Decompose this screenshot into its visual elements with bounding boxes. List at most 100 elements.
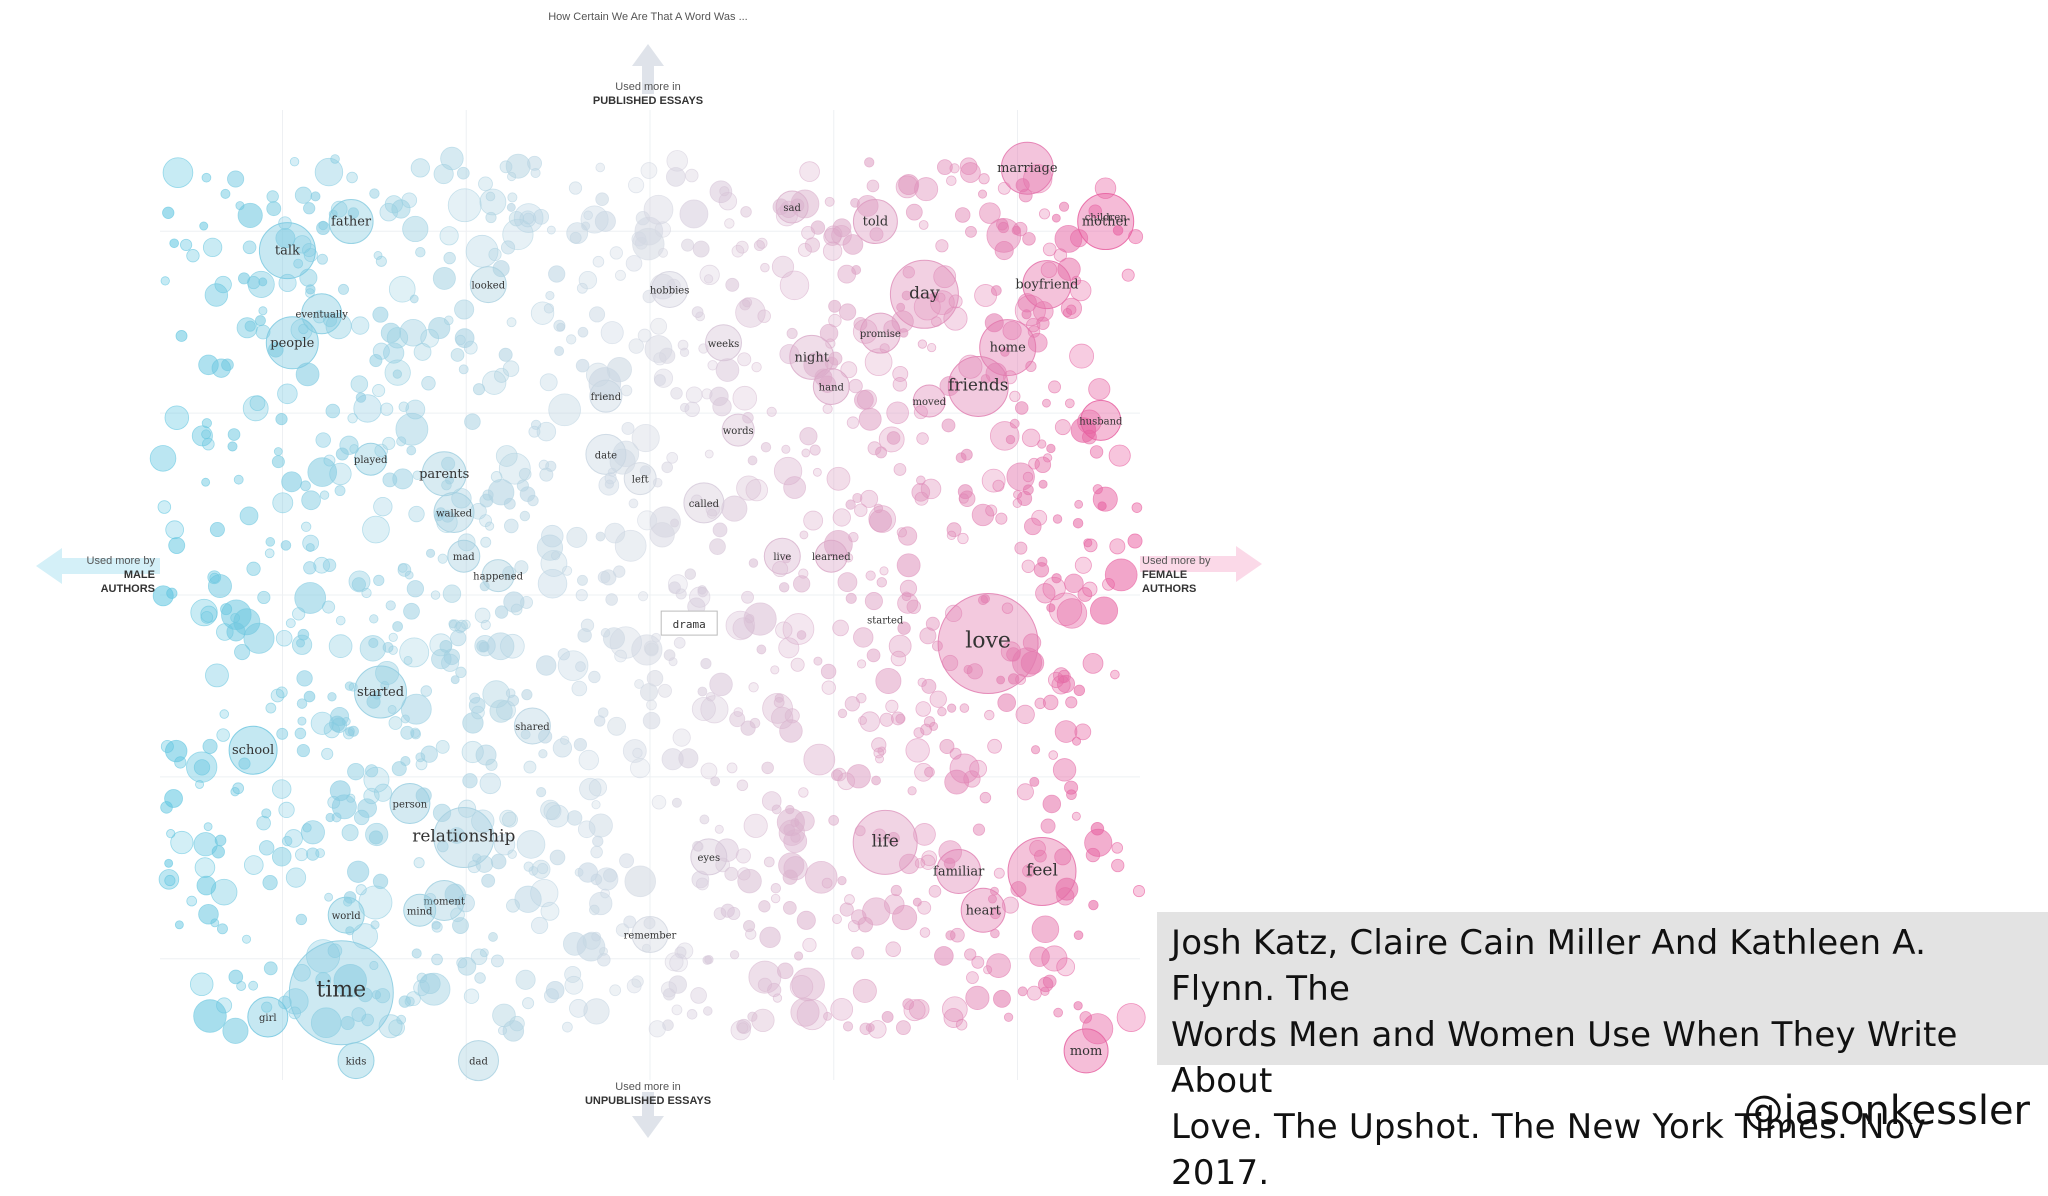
- word-bubble: [917, 677, 927, 687]
- word-bubble: [691, 306, 704, 318]
- bubble-shared: [513, 707, 551, 745]
- word-bubble: [536, 787, 547, 798]
- word-bubble: [1003, 1012, 1014, 1022]
- word-bubble: [609, 246, 623, 260]
- word-bubble: [966, 971, 979, 984]
- word-bubble: [721, 495, 748, 522]
- word-bubble: [893, 463, 907, 476]
- word-bubble: [599, 946, 608, 956]
- word-bubble: [432, 803, 452, 822]
- label-life: life: [872, 831, 899, 851]
- word-bubble: [425, 548, 436, 558]
- word-bubble: [925, 616, 940, 631]
- word-bubble: [520, 729, 531, 740]
- word-bubble: [595, 867, 619, 891]
- word-bubble: [479, 772, 501, 795]
- word-bubble: [410, 727, 421, 738]
- word-bubble: [380, 402, 394, 416]
- word-bubble: [1074, 723, 1092, 741]
- word-bubble: [637, 510, 658, 531]
- word-bubble: [303, 202, 316, 215]
- word-bubble: [577, 628, 592, 643]
- word-bubble: [301, 490, 321, 511]
- word-bubble: [409, 294, 419, 304]
- word-bubble: [347, 860, 370, 883]
- word-bubble: [549, 849, 566, 866]
- word-bubble: [162, 206, 175, 219]
- word-bubble: [667, 574, 688, 595]
- word-bubble: [239, 506, 259, 526]
- word-bubble: [848, 378, 863, 394]
- word-bubble: [628, 498, 639, 509]
- word-bubble: [330, 200, 348, 218]
- word-bubble: [821, 877, 833, 889]
- word-bubble: [505, 153, 531, 179]
- bubble-home: [979, 319, 1037, 377]
- word-bubble: [1071, 275, 1082, 286]
- word-bubble: [938, 840, 963, 864]
- word-bubble: [380, 680, 390, 690]
- label-learned: learned: [812, 552, 851, 563]
- word-bubble: [209, 521, 225, 538]
- bubble-happened: [481, 559, 515, 593]
- bubble-walked: [433, 492, 475, 534]
- word-bubble: [207, 574, 232, 599]
- word-bubble: [1000, 347, 1010, 357]
- word-bubble: [624, 865, 657, 898]
- word-bubble: [906, 599, 921, 615]
- word-bubble: [296, 638, 306, 648]
- word-bubble: [644, 642, 659, 657]
- word-bubble: [1088, 378, 1111, 401]
- word-bubble: [578, 270, 598, 290]
- word-bubble: [312, 310, 326, 324]
- word-bubble: [528, 425, 541, 438]
- word-bubble: [552, 738, 573, 758]
- word-bubble: [440, 146, 464, 171]
- word-bubble: [1132, 885, 1146, 898]
- word-bubble: [530, 167, 541, 179]
- word-bubble: [887, 831, 900, 845]
- word-bubble: [1012, 647, 1043, 678]
- word-bubble: [1058, 201, 1070, 212]
- word-bubble: [670, 387, 683, 400]
- word-bubble: [500, 633, 525, 659]
- word-bubble: [1055, 877, 1079, 901]
- word-bubble: [493, 367, 509, 383]
- word-bubble: [896, 527, 907, 538]
- word-bubble: [905, 203, 923, 221]
- word-bubble: [471, 809, 495, 833]
- word-bubble: [546, 225, 556, 235]
- word-bubble: [1048, 592, 1083, 626]
- word-bubble: [1052, 758, 1077, 782]
- bubble-relationship: [433, 807, 495, 868]
- word-bubble: [898, 328, 909, 338]
- word-bubble: [546, 804, 570, 828]
- word-bubble: [701, 388, 713, 400]
- word-bubble: [388, 645, 398, 655]
- word-bubble: [372, 306, 389, 323]
- word-bubble: [917, 339, 928, 349]
- word-bubble: [573, 737, 588, 752]
- word-bubble: [344, 681, 355, 691]
- word-bubble: [489, 699, 513, 723]
- word-bubble: [575, 358, 590, 373]
- word-bubble: [372, 342, 390, 360]
- label-remember: remember: [624, 931, 677, 942]
- word-bubble: [1053, 1007, 1064, 1018]
- chart-title: How Certain We Are That A Word Was ...: [548, 11, 748, 23]
- word-bubble: [797, 242, 812, 257]
- word-bubble: [325, 313, 352, 340]
- word-bubble: [989, 421, 1020, 451]
- bubble-parents: [421, 451, 467, 497]
- bubble-date: [585, 433, 627, 475]
- word-bubble: [735, 848, 751, 864]
- bubble-mother: [1077, 193, 1135, 251]
- word-bubble: [960, 162, 981, 183]
- word-bubble: [315, 432, 331, 448]
- word-bubble: [650, 317, 668, 335]
- word-bubble: [737, 868, 762, 894]
- word-bubble: [347, 725, 359, 737]
- word-bubble: [530, 916, 549, 935]
- word-bubble: [692, 240, 710, 258]
